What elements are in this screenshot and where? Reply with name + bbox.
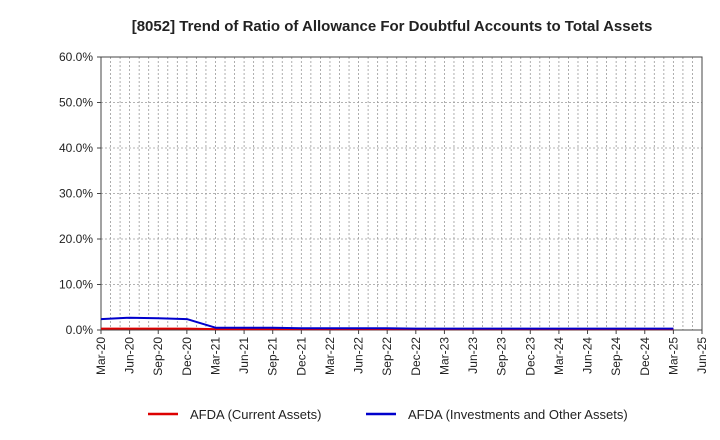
chart-title: [8052] Trend of Ratio of Allowance For D… — [132, 18, 653, 35]
x-tick-label: Sep-23 — [495, 337, 509, 376]
x-tick-label: Sep-24 — [609, 337, 623, 376]
x-tick-label: Dec-22 — [409, 337, 423, 376]
x-tick-label: Mar-25 — [666, 337, 680, 375]
x-tick-label: Jun-25 — [695, 337, 709, 374]
x-tick-label: Mar-23 — [437, 337, 451, 375]
y-axis: 0.0% 10.0% 20.0% 30.0% 40.0% 50.0% 60.0% — [59, 50, 101, 337]
x-tick-label: Sep-20 — [151, 337, 165, 376]
y-tick-label: 50.0% — [59, 96, 93, 110]
x-tick-label: Mar-24 — [552, 337, 566, 375]
x-tick-label: Jun-24 — [581, 337, 595, 374]
x-tick-label: Dec-20 — [180, 337, 194, 376]
x-axis: Mar-20 Jun-20 Sep-20 Dec-20 Mar-21 Jun-21 Sep-… — [94, 330, 709, 376]
legend-label: AFDA (Current Assets) — [190, 407, 321, 422]
series-layer — [100, 316, 674, 331]
y-tick-label: 0.0% — [66, 323, 94, 337]
y-tick-label: 60.0% — [59, 50, 93, 64]
x-tick-label: Mar-21 — [208, 337, 222, 375]
x-tick-label: Jun-23 — [466, 337, 480, 374]
y-tick-label: 20.0% — [59, 232, 93, 246]
x-tick-label: Jun-20 — [123, 337, 137, 374]
y-tick-label: 30.0% — [59, 187, 93, 201]
y-tick-label: 40.0% — [59, 141, 93, 155]
y-tick-label: 10.0% — [59, 278, 93, 292]
x-tick-label: Sep-21 — [266, 337, 280, 376]
x-tick-label: Mar-20 — [94, 337, 108, 375]
x-tick-label: Dec-24 — [638, 337, 652, 376]
legend-label: AFDA (Investments and Other Assets) — [408, 407, 628, 422]
x-tick-label: Jun-21 — [237, 337, 251, 374]
series-line-2 — [100, 316, 674, 330]
x-tick-label: Jun-22 — [352, 337, 366, 374]
x-tick-label: Sep-22 — [380, 337, 394, 376]
x-tick-label: Dec-23 — [523, 337, 537, 376]
legend: AFDA (Current Assets) AFDA (Investments a… — [148, 407, 628, 422]
grid — [101, 56, 702, 330]
x-tick-label: Dec-21 — [294, 337, 308, 376]
x-tick-label: Mar-22 — [323, 337, 337, 375]
